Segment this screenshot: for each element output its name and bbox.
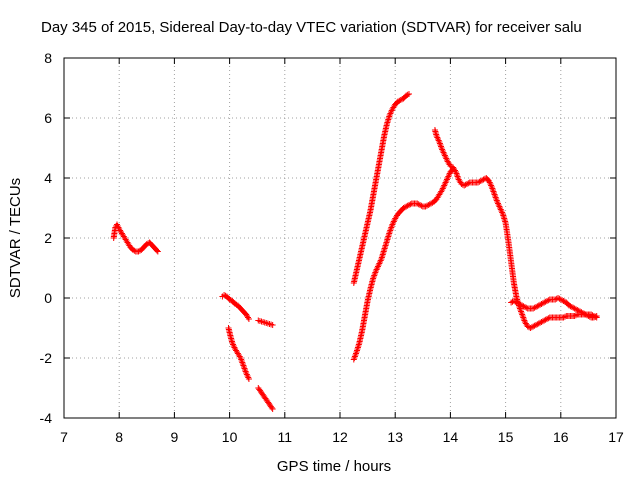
y-tick-label: 6 [44,110,52,126]
chart-title: Day 345 of 2015, Sidereal Day-to-day VTE… [41,19,582,36]
data-point [245,316,252,322]
data-point [404,91,411,98]
x-tick-label: 12 [332,429,348,445]
data-point [406,91,412,97]
data-point [153,247,160,254]
data-point [571,313,578,319]
data-point [593,313,600,319]
x-tick-label: 13 [387,429,403,445]
x-tick-label: 15 [498,429,514,445]
axis-ticks: 7 8 9 10 11 12 13 14 15 16 17 -4 -2 0 2 4 6 8 [40,50,624,445]
y-axis-label: SDTVAR / TECUs [7,178,24,298]
data-point [268,404,275,411]
data-point [465,180,472,187]
data-point [269,406,276,412]
data-point [572,312,579,319]
x-tick-label: 16 [553,429,569,445]
data-point [523,304,530,311]
grid [64,58,616,418]
x-tick-label: 9 [171,429,179,445]
x-tick-label: 10 [222,429,238,445]
y-tick-label: 2 [44,230,52,246]
x-tick-label: 7 [60,429,68,445]
x-axis-label: GPS time / hours [277,458,391,475]
data-point [154,248,161,255]
data-point [508,299,515,306]
x-tick-label: 17 [608,429,624,445]
data-point [463,181,470,187]
x-tick-label: 14 [443,429,459,445]
y-tick-label: -2 [40,350,53,366]
data-point [545,297,552,304]
data-point [592,313,599,320]
data-point [545,315,552,322]
y-tick-label: 0 [44,290,52,306]
data-points [110,91,600,412]
data-point [418,202,425,209]
data-point [131,247,138,254]
data-point [586,313,593,320]
y-tick-label: 4 [44,170,52,186]
data-point [245,376,252,382]
data-point [552,296,559,303]
x-tick-label: 8 [115,429,123,445]
data-point [407,201,414,208]
plot-frame [63,57,617,419]
data-point [560,314,567,321]
data-point [561,313,568,320]
y-tick-label: 8 [44,50,52,66]
y-tick-label: -4 [40,410,53,426]
x-tick-label: 11 [278,429,293,445]
data-point [417,202,424,208]
data-point [269,322,276,328]
